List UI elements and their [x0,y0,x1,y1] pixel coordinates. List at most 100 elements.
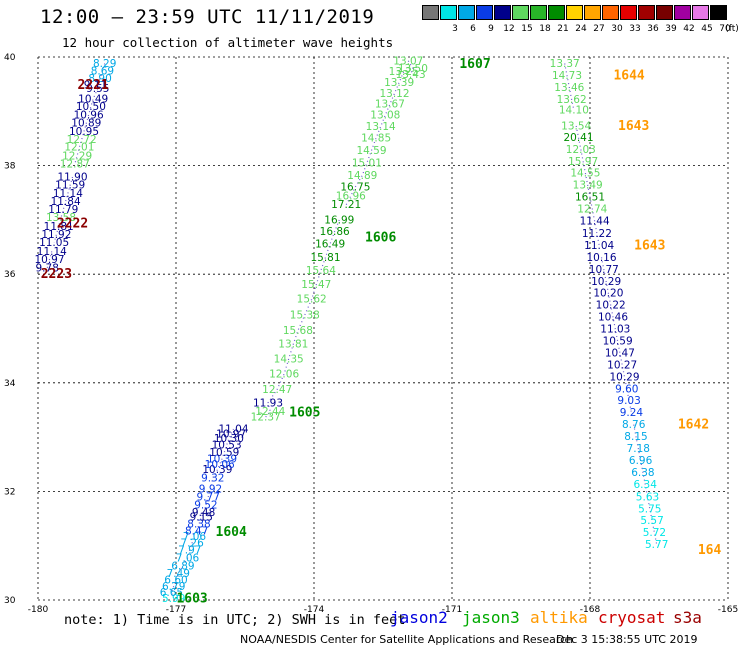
wave-height-label: 6.34 [634,479,658,491]
wave-height-label: 5.72 [643,527,666,539]
wave-height-label: 9.24 [620,407,644,419]
wave-height-label: 5.75 [638,503,661,515]
colorbar-swatch [638,5,655,20]
track-t164: 164 [698,543,722,558]
lon-tick-label: -180 [28,605,49,615]
wave-height-label: 9.78 [36,263,59,275]
lon-tick-label: -168 [580,605,601,615]
wave-height-label: 7.26 [180,537,204,549]
wave-height-label: 8.15 [624,431,647,443]
wave-height-label: 9.11 [84,80,107,92]
wave-height-label: 7.06 [183,531,207,543]
wave-height-label: 14.35 [274,353,304,365]
colorbar-swatch [620,5,637,20]
wave-height-label: 20.41 [563,132,593,144]
pass-time-label: 1603 [176,591,207,606]
track-line [575,125,600,246]
wave-height-label: 7.06 [176,553,200,565]
track-t2222: 11.9011.5911.1411.8411.7913.5811.8111.92… [39,172,88,250]
colorbar-label: 15 [521,24,533,34]
colorbar-swatch [422,5,439,20]
track-line [345,71,405,205]
wave-height-label: 16.49 [315,238,345,250]
wave-height-label: 16.86 [320,226,350,238]
wave-height-label: 13.25 [389,66,419,78]
pass-time-label: 1642 [678,418,709,433]
wave-height-label: 11.81 [44,221,74,233]
wave-height-label: 12.01 [64,142,94,154]
wave-height-label: 10.53 [212,440,242,452]
wave-height-label: 6.65 [160,587,183,599]
wave-height-label: 15.01 [352,157,382,169]
lon-tick-label: -177 [166,605,186,615]
wave-height-label: 16.96 [336,191,366,203]
wave-height-label: 13.39 [384,77,414,89]
colorbar-label: 39 [665,24,677,34]
units-note: note: 1) Time is in UTC; 2) SWH is in fe… [64,612,406,628]
legend-s3a: s3a [673,608,702,627]
track-line [265,219,340,418]
wave-height-label: 10.97 [34,254,64,266]
wave-height-label: 12.06 [269,369,299,381]
track-t1643: 13.5420.4112.0315.9714.5513.4916.5112.74… [561,119,649,252]
wave-height-label: 11.04 [218,423,248,435]
wave-height-label: 14.55 [570,168,600,180]
wave-height-label: 15.64 [306,265,336,277]
wave-height-label: 6.60 [164,574,187,586]
wave-height-label: 7.18 [627,443,650,455]
wave-height-label: 15.97 [568,156,598,168]
wave-height-label: 9.52 [194,499,217,511]
wave-height-label: 11.14 [37,246,67,258]
wave-height-label: 5.63 [636,491,659,503]
legend-altika: altika [530,608,588,627]
colorbar-label: 33 [629,24,641,34]
pass-time-label: 1606 [365,230,396,245]
wave-height-label: 12.74 [577,204,607,216]
wave-height-label: 10.27 [607,359,637,371]
wave-height-label: 9.15 [190,511,213,523]
generation-timestamp: Dec 3 15:38:55 UTC 2019 [556,633,698,646]
colorbar-label: 36 [647,24,659,34]
wave-height-label: 13.07 [393,55,423,67]
track-t1642: 8.768.157.186.966.386.345.635.755.575.72… [622,418,709,552]
wave-height-label: 13.67 [375,99,405,111]
wave-height-label: 11.79 [48,204,78,216]
wave-height-label: 10.96 [74,110,104,122]
wave-height-label: 8.76 [622,419,646,431]
lat-tick-label: 32 [4,487,15,497]
lon-tick-label: -174 [304,605,325,615]
pass-time-label: 1644 [613,68,644,83]
track-t2221: 8.298.698.909.119.5510.4910.5010.9610.89… [60,58,117,170]
colorbar-swatch [584,5,601,20]
pass-time-label: 2223 [41,267,72,282]
lat-tick-label: 40 [4,53,16,63]
track-t1603: 5.996.656.796.607.496.897.067.977.267.06… [160,531,208,606]
wave-height-label: 17.21 [331,199,361,211]
wave-height-label: 11.92 [41,229,71,241]
wave-height-label: 10.29 [591,276,621,288]
track-t1606: 17.2116.9616.7514.8915.0114.5914.8513.14… [331,66,419,245]
wave-height-label: 8.38 [187,518,210,530]
wave-height-label: 8.90 [88,73,111,85]
pass-time-label: 1607 [459,57,490,72]
wave-height-label: 10.77 [589,264,619,276]
colorbar-swatch [656,5,673,20]
wave-height-label: 10.95 [69,126,99,138]
wave-height-label: 15.38 [290,309,320,321]
wave-height-label: 9.77 [197,491,220,503]
colorbar-label: 12 [503,24,515,34]
colorbar-label: 70 [719,24,731,34]
wave-height-label: 12.03 [566,144,596,156]
legend-jason2: jason2 [390,608,448,627]
colorbar-label: 21 [557,24,569,34]
wave-height-label: 11.14 [53,188,83,200]
colorbar-swatch [710,5,727,20]
wave-height-label: 10.39 [207,453,237,465]
wave-height-label: 13.46 [554,82,584,94]
wave-height-label: 10.50 [76,101,106,113]
wave-height-label: 6.38 [631,467,654,479]
pass-time-label: 1605 [289,406,320,421]
colorbar-label: 6 [470,24,476,34]
